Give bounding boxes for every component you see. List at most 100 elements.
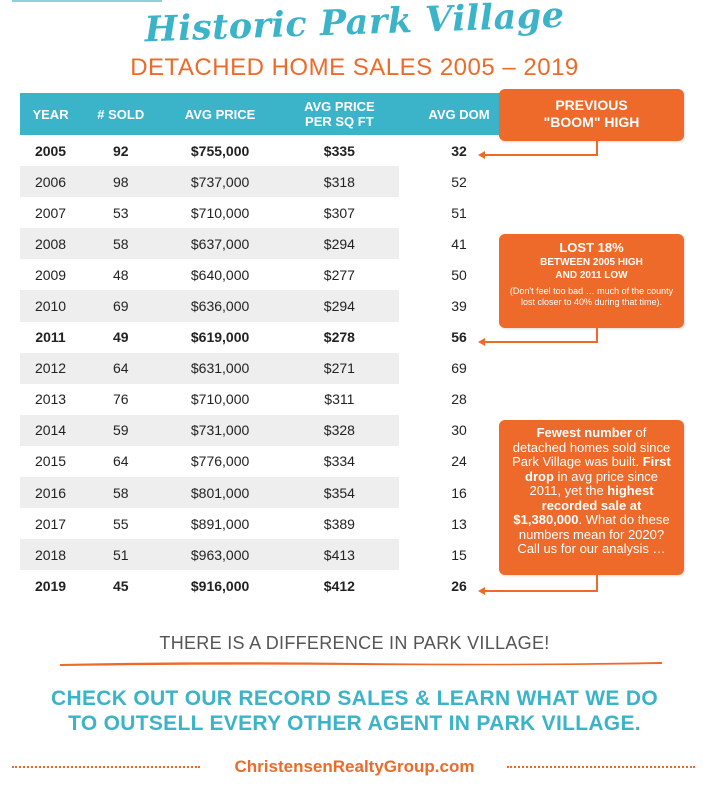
table-row: 2019 45 $916,000 $412 26: [20, 570, 519, 601]
cell-sold: 58: [81, 228, 161, 260]
callout-boom-high: PREVIOUS "BOOM" HIGH: [499, 89, 684, 141]
cell-dom: 69: [399, 352, 519, 384]
cell-sqft: $335: [323, 142, 355, 159]
dotted-rule-right: [507, 766, 695, 768]
connector-fewest-horizontal: [484, 590, 598, 592]
cell-year: 2014: [20, 414, 82, 446]
cell-sold: 69: [81, 290, 161, 322]
table-row: 2014 59 $731,000 $328 30: [20, 414, 519, 446]
table-row: 2017 55 $891,000 $389 13: [20, 508, 519, 539]
arrow-2019-icon: [478, 587, 485, 595]
cell-year: 2005: [34, 142, 67, 159]
cell-sqft: $328: [279, 414, 399, 446]
cell-dom: 56: [451, 329, 467, 346]
cell-sqft: $294: [279, 290, 399, 322]
callout-boom-line2: "BOOM" HIGH: [543, 114, 640, 130]
callout-lost: LOST 18% BETWEEN 2005 HIGH AND 2011 LOW …: [499, 234, 684, 328]
cell-year: 2006: [20, 166, 82, 198]
page-subtitle: DETACHED HOME SALES 2005 – 2019: [130, 54, 579, 81]
cell-avg-price: $776,000: [190, 453, 250, 470]
cell-avg-price: $640,000: [190, 266, 250, 283]
cell-avg-price: $963,000: [160, 539, 280, 571]
callout-fewest-text2: in avg price since 2011, yet the: [529, 468, 658, 498]
table-row: 2005 92 $755,000 $335 32: [20, 135, 519, 166]
cell-year: 2017: [34, 515, 67, 532]
cell-year: 2019: [34, 577, 67, 594]
connector-lost-vertical: [596, 328, 598, 342]
dotted-rule-left: [12, 766, 200, 768]
callout-lost-title: LOST 18%: [559, 240, 624, 255]
cell-avg-price: $710,000: [190, 204, 250, 221]
cell-sqft: $311: [324, 391, 355, 408]
cell-dom: 51: [451, 204, 467, 221]
callout-boom-line1: PREVIOUS: [555, 97, 628, 113]
cell-sqft: $294: [279, 228, 399, 260]
cell-year: 2008: [20, 228, 82, 260]
cell-sold: 76: [112, 391, 129, 408]
callout-fewest-bold1: Fewest number: [536, 425, 632, 440]
table-header-row: YEAR # SOLD AVG PRICE AVG PRICE PER SQ F…: [20, 93, 519, 135]
cell-sold: 51: [81, 539, 161, 571]
cta-line2: TO OUTSELL EVERY OTHER AGENT IN PARK VIL…: [68, 712, 641, 735]
arrow-2005-icon: [478, 151, 485, 159]
table-row: 2007 53 $710,000 $307 51: [20, 197, 519, 228]
table-row: 2016 58 $801,000 $354 16: [20, 477, 519, 509]
cell-sqft: $278: [323, 329, 355, 346]
sales-table: YEAR # SOLD AVG PRICE AVG PRICE PER SQ F…: [20, 93, 519, 601]
cell-avg-price: $755,000: [190, 142, 250, 159]
cell-year: 2009: [34, 266, 67, 283]
cell-avg-price: $636,000: [160, 290, 280, 322]
cell-sold: 98: [81, 166, 161, 198]
cell-year: 2007: [34, 204, 67, 221]
callout-fewest-text3: . What do these numbers mean for 2020? C…: [517, 512, 670, 556]
cell-year: 2012: [20, 352, 82, 384]
arrow-2011-icon: [478, 338, 485, 346]
cell-avg-price: $710,000: [190, 391, 250, 408]
table-row: 2013 76 $710,000 $311 28: [20, 384, 519, 415]
connector-fewest-vertical: [596, 575, 598, 591]
cell-sold: 45: [112, 577, 129, 594]
brush-stroke-divider: [60, 662, 662, 666]
cell-dom: 52: [399, 166, 519, 198]
cell-sold: 64: [81, 352, 161, 384]
cell-sqft: $318: [279, 166, 399, 198]
cell-sold: 53: [112, 204, 129, 221]
connector-boom-horizontal: [484, 154, 598, 156]
cell-avg-price: $916,000: [190, 577, 250, 594]
cell-sqft: $277: [323, 266, 355, 283]
callout-lost-note: (Don't feel too bad … much of the county…: [509, 286, 674, 307]
table-row: 2008 58 $637,000 $294 41: [20, 228, 519, 260]
connector-lost-horizontal: [484, 341, 598, 343]
cell-avg-price: $731,000: [160, 414, 280, 446]
cell-sqft: $412: [323, 577, 355, 594]
table-row: 2009 48 $640,000 $277 50: [20, 259, 519, 290]
connector-boom-vertical: [596, 141, 598, 155]
call-to-action: CHECK OUT OUR RECORD SALES & LEARN WHAT …: [0, 686, 709, 736]
cell-year: 2011: [35, 329, 66, 346]
cell-avg-price: $801,000: [160, 477, 280, 509]
table-row: 2012 64 $631,000 $271 69: [20, 352, 519, 384]
cell-dom: 13: [451, 515, 467, 532]
script-title: Historic Park Village: [143, 0, 566, 51]
cell-year: 2016: [20, 477, 82, 509]
difference-tagline: THERE IS A DIFFERENCE IN PARK VILLAGE!: [159, 633, 550, 653]
cell-sold: 59: [81, 414, 161, 446]
callout-fewest: Fewest number of detached homes sold sin…: [499, 420, 684, 575]
cell-sold: 92: [112, 142, 129, 159]
cell-dom: 32: [451, 142, 467, 159]
cell-avg-price: $619,000: [190, 329, 250, 346]
callout-fewest-text1: of detached homes sold since Park Villag…: [512, 425, 671, 469]
cell-dom: 50: [451, 266, 467, 283]
cell-sqft: $413: [279, 539, 399, 571]
callout-fewest-bold2: First drop: [525, 454, 671, 484]
table-row: 2015 64 $776,000 $334 24: [20, 446, 519, 477]
cell-year: 2015: [34, 453, 67, 470]
cell-year: 2018: [20, 539, 82, 571]
website-link[interactable]: ChristensenRealtyGroup.com: [234, 757, 475, 776]
table-row: 2018 51 $963,000 $413 15: [20, 539, 519, 571]
cell-dom: 24: [451, 453, 467, 470]
cell-avg-price: $637,000: [160, 228, 280, 260]
cta-line1: CHECK OUT OUR RECORD SALES & LEARN WHAT …: [51, 687, 658, 710]
cell-sold: 48: [112, 266, 129, 283]
table-row: 2011 49 $619,000 $278 56: [20, 322, 519, 353]
